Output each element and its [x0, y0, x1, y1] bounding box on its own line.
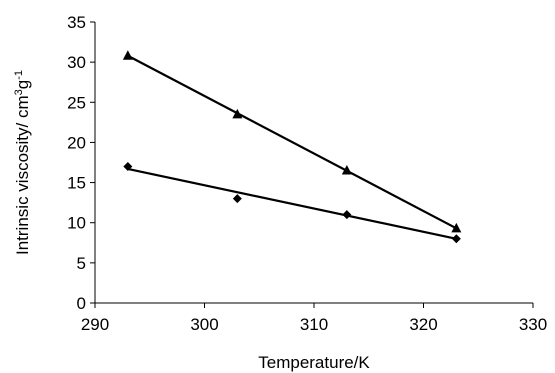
y-tick-label: 25: [67, 93, 86, 112]
series-2-point: [232, 194, 242, 204]
series-2-fit-line: [127, 167, 457, 240]
y-axis-title-mid: g: [13, 80, 32, 89]
x-tick-label: 310: [300, 315, 328, 334]
data-points: [122, 50, 462, 244]
axes: [94, 22, 533, 304]
series-1-point: [232, 108, 243, 119]
y-tick-label: 0: [77, 294, 86, 313]
series-2-point: [451, 234, 461, 244]
y-tick-label: 10: [67, 214, 86, 233]
x-tick-label: 300: [190, 315, 218, 334]
series-1-point: [122, 50, 133, 60]
y-ticks: 0 5 10 15 20 25 30 35: [67, 13, 95, 313]
x-tick-label: 290: [81, 315, 109, 334]
series-2-point: [123, 162, 133, 172]
x-axis-title: Temperature/K: [258, 353, 370, 372]
y-axis-title-base: Intrinsic viscosity/ cm: [13, 95, 32, 255]
x-ticks: 290 300 310 320 330: [81, 303, 547, 334]
y-tick-label: 30: [67, 53, 86, 72]
y-tick-label: 35: [67, 13, 86, 32]
series-1-fit-line: [127, 54, 457, 230]
y-tick-label: 5: [77, 254, 86, 273]
series-1-point: [451, 222, 462, 233]
fit-lines: [127, 54, 457, 240]
y-axis-title: Intrinsic viscosity/ cm3g-1: [13, 70, 32, 255]
y-axis-title-sup2: -1: [13, 70, 25, 80]
y-tick-label: 15: [67, 174, 86, 193]
x-tick-label: 320: [409, 315, 437, 334]
x-tick-label: 330: [519, 315, 547, 334]
series-2-point: [342, 210, 352, 220]
y-tick-label: 20: [67, 133, 86, 152]
series-1-point: [341, 165, 352, 175]
y-axis-title-sup1: 3: [13, 89, 25, 95]
